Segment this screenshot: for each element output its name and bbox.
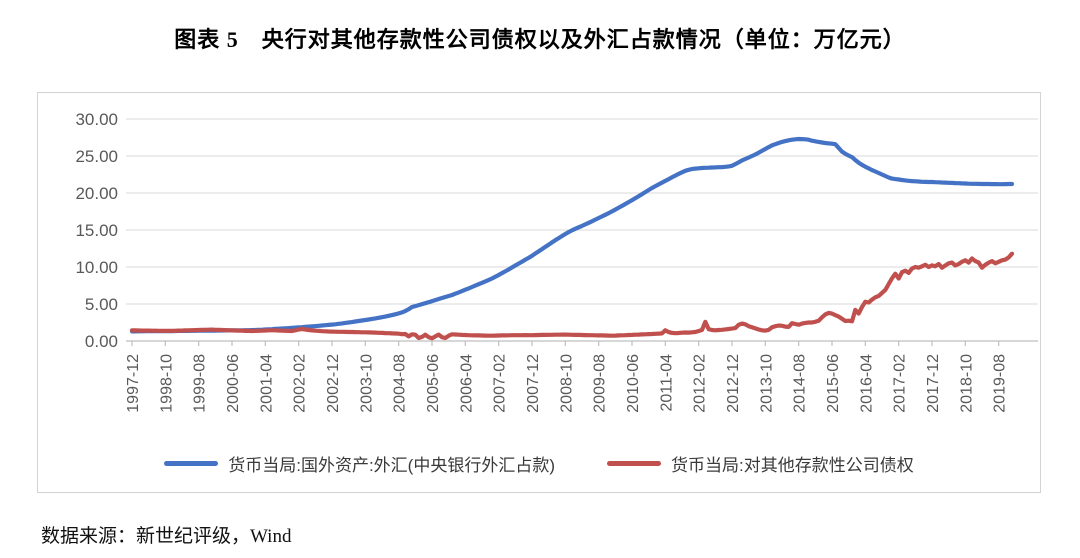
svg-text:2008-10: 2008-10 [558, 354, 575, 413]
svg-text:2005-06: 2005-06 [425, 354, 442, 413]
svg-text:2012-02: 2012-02 [692, 354, 709, 413]
svg-text:2010-06: 2010-06 [625, 354, 642, 413]
legend-item-claims: 货币当局:对其他存款性公司债权 [607, 451, 914, 476]
x-axis-labels: 1997-12 1998-10 1999-08 2000-06 2001-04 2002-… [125, 354, 1009, 413]
svg-text:25.00: 25.00 [75, 147, 118, 166]
svg-text:2017-12: 2017-12 [925, 354, 942, 413]
legend-swatch-fx-line-icon [164, 461, 219, 466]
svg-text:2009-08: 2009-08 [592, 354, 609, 413]
svg-text:2007-12: 2007-12 [525, 354, 542, 413]
svg-text:2015-06: 2015-06 [825, 354, 842, 413]
svg-text:2002-02: 2002-02 [292, 354, 309, 413]
legend-item-fx: 货币当局:国外资产:外汇(中央银行外汇占款) [164, 451, 555, 476]
svg-text:2018-10: 2018-10 [958, 354, 975, 413]
svg-text:2001-04: 2001-04 [258, 354, 275, 413]
y-gridlines [126, 118, 1038, 305]
svg-text:30.00: 30.00 [75, 110, 118, 129]
svg-text:2000-06: 2000-06 [225, 354, 242, 413]
svg-text:20.00: 20.00 [75, 184, 118, 203]
svg-text:2002-12: 2002-12 [325, 354, 342, 413]
svg-text:2017-02: 2017-02 [892, 354, 909, 413]
figure-title: 图表 5 央行对其他存款性公司债权以及外汇占款情况（单位：万亿元） [174, 27, 906, 52]
svg-text:2016-04: 2016-04 [858, 354, 875, 413]
legend-label-fx: 货币当局:国外资产:外汇(中央银行外汇占款) [228, 456, 556, 475]
svg-text:5.00: 5.00 [85, 295, 118, 314]
svg-text:0.00: 0.00 [85, 332, 118, 351]
series-line-0 [129, 136, 1015, 334]
svg-text:2012-12: 2012-12 [725, 354, 742, 413]
chart-legend: 货币当局:国外资产:外汇(中央银行外汇占款) 货币当局:对其他存款性公司债权 [38, 451, 1040, 476]
data-source: 数据来源：新世纪评级，Wind [41, 526, 292, 547]
svg-text:1998-10: 1998-10 [158, 354, 175, 413]
svg-text:2019-08: 2019-08 [992, 354, 1009, 413]
svg-text:2013-10: 2013-10 [758, 354, 775, 413]
svg-text:2011-04: 2011-04 [658, 354, 675, 412]
svg-text:2007-02: 2007-02 [492, 354, 509, 413]
svg-text:2003-10: 2003-10 [358, 354, 375, 413]
svg-text:15.00: 15.00 [75, 221, 118, 240]
svg-text:10.00: 10.00 [75, 258, 118, 277]
line-chart: 0.00 5.00 10.00 15.00 20.00 25.00 30.00 1997-12… [75, 110, 1038, 413]
legend-label-claims: 货币当局:对其他存款性公司债权 [671, 456, 914, 475]
svg-text:2014-08: 2014-08 [792, 354, 809, 413]
legend-swatch-claims-line-icon [607, 461, 662, 466]
series-line-1 [129, 251, 1015, 341]
y-axis-labels: 0.00 5.00 10.00 15.00 20.00 25.00 30.00 [75, 110, 118, 351]
chart-container: 0.00 5.00 10.00 15.00 20.00 25.00 30.00 1997-12… [37, 92, 1041, 493]
svg-text:1997-12: 1997-12 [125, 354, 142, 413]
x-axis [126, 340, 1038, 346]
svg-text:2004-08: 2004-08 [392, 354, 409, 413]
svg-text:2006-04: 2006-04 [458, 354, 475, 413]
svg-text:1999-08: 1999-08 [192, 354, 209, 413]
